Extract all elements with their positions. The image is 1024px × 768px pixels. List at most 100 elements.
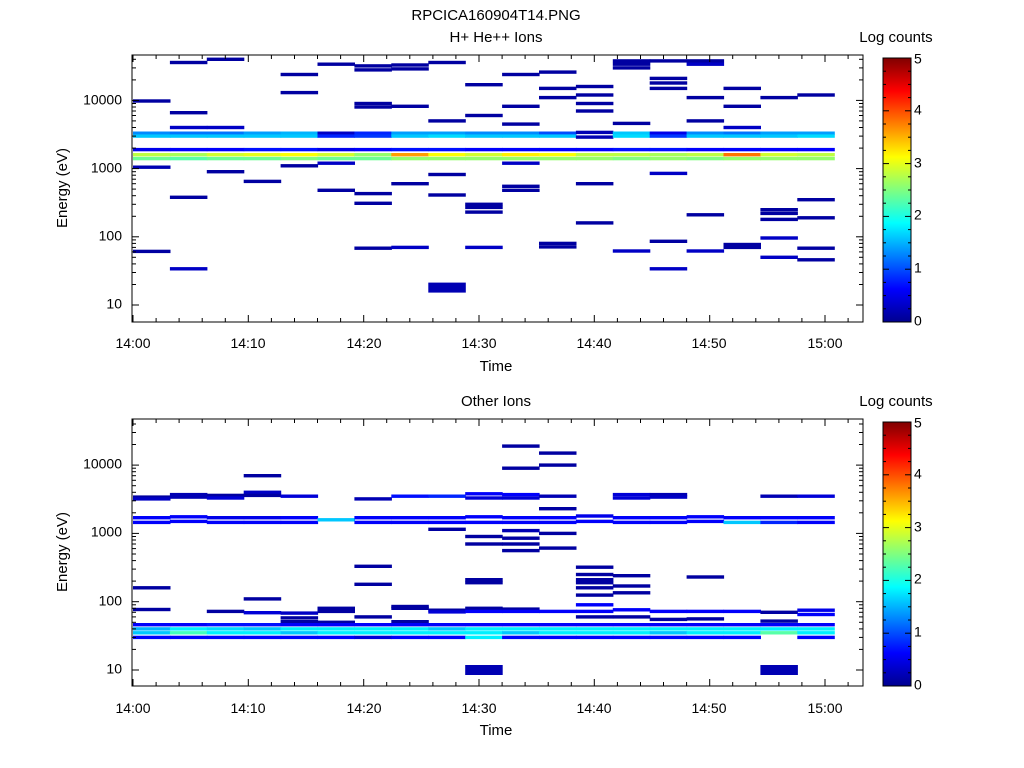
heatmap-cell (391, 494, 429, 498)
heatmap-cell (760, 516, 798, 520)
heatmap-cell (723, 245, 761, 250)
heatmap-cell (354, 615, 392, 619)
heatmap-cell (133, 516, 171, 520)
heatmap-cell (686, 249, 725, 253)
heatmap-cell (317, 609, 355, 614)
heatmap-cell (502, 623, 540, 627)
heatmap-cell (133, 134, 171, 138)
heatmap-cell (133, 147, 171, 152)
heatmap-cell (649, 495, 688, 499)
heatmap-cell (723, 516, 761, 520)
heatmap-cell (354, 147, 392, 152)
heatmap-cell (686, 617, 725, 621)
heatmap-cell (465, 542, 503, 546)
y-tick-label: 10 (106, 661, 122, 677)
heatmap-cell (797, 246, 835, 250)
heatmap-cell (206, 520, 245, 525)
heatmap-cell (243, 179, 282, 184)
heatmap-cell (686, 635, 725, 640)
heatmap-cell (391, 147, 429, 152)
heatmap-cell (575, 635, 614, 640)
heatmap-cell (169, 147, 208, 152)
heatmap-cell (502, 496, 540, 500)
heatmap-cell (575, 130, 614, 135)
heatmap-cell (280, 627, 319, 631)
heatmap-cell (797, 198, 835, 202)
heatmap-cell (428, 623, 466, 627)
heatmap-cell (612, 134, 651, 138)
heatmap-cell (280, 153, 319, 157)
heatmap-cell (243, 597, 282, 601)
heatmap-cell (354, 246, 392, 250)
heatmap-cell (760, 619, 798, 623)
heatmap-cell (243, 516, 282, 520)
heatmap-cell (243, 153, 282, 157)
heatmap-cell (428, 193, 466, 197)
heatmap-cell (465, 492, 503, 496)
heatmap-cell (391, 520, 429, 525)
x-axis: 14:00 14:10 14:20 14:30 14:40 14:50 15:0… (115, 419, 849, 716)
heatmap-cell (428, 635, 466, 640)
heatmap-cell (243, 627, 282, 631)
heatmap-cell (243, 631, 282, 635)
heatmap-cell (428, 153, 466, 157)
heatmap-cell (280, 631, 319, 635)
heatmap-cell (428, 631, 466, 635)
heatmap-cell (465, 515, 503, 519)
colorbar-tick-label: 0 (914, 677, 922, 693)
heatmap-cell (539, 147, 577, 152)
heatmap-cell (686, 631, 725, 635)
heatmap-cell (206, 57, 245, 61)
colorbar-tick-label: 3 (914, 519, 922, 535)
heatmap-cell (465, 665, 503, 675)
heatmap-cell (206, 623, 245, 627)
heatmap-cell (206, 627, 245, 631)
heatmap-cell (502, 184, 540, 188)
heatmap-cell (133, 153, 171, 157)
heatmap-cell (575, 572, 614, 577)
heatmap-cell (686, 153, 725, 157)
heatmap-cell (539, 70, 577, 74)
heatmap-cell (649, 59, 688, 63)
y-tick-label: 1000 (91, 160, 122, 176)
heatmap-cell (465, 131, 503, 135)
colorbar-tick-label: 2 (914, 571, 922, 587)
heatmap-cell (575, 156, 614, 161)
heatmap-cell (649, 492, 688, 497)
colorbar-tick-label: 2 (914, 207, 922, 223)
heatmap-cell (317, 188, 355, 192)
heatmap-cell (649, 617, 688, 622)
heatmap-cell (797, 631, 835, 635)
heatmap-cell (575, 221, 614, 225)
heatmap-cell (723, 635, 761, 640)
heatmap-cell (575, 93, 614, 97)
heatmap-cell (133, 131, 171, 135)
heatmap-cell (760, 610, 798, 614)
heatmap-cell (502, 466, 540, 470)
heatmap-cell (502, 131, 540, 135)
heatmap-cell (465, 609, 503, 614)
y-axis-label: Energy (eV) (54, 512, 71, 592)
heatmap-cell (649, 147, 688, 152)
heatmap-cell (428, 516, 466, 520)
heatmap-cell (465, 134, 503, 138)
heatmap-cell (502, 147, 540, 152)
x-tick-label: 14:50 (691, 335, 726, 351)
heatmap-cell (649, 631, 688, 635)
heatmap-cell (133, 495, 171, 499)
heatmap-cell (723, 156, 761, 161)
heatmap-cell (797, 147, 835, 152)
heatmap-cell (502, 492, 540, 497)
heatmap-cell (354, 191, 392, 196)
heatmap-cell (539, 153, 577, 157)
heatmap-cell (133, 520, 171, 525)
x-axis: 14:00 14:10 14:20 14:30 14:40 14:50 15:0… (115, 55, 849, 351)
heatmap-cell (133, 497, 171, 501)
colorbar-tick-label: 5 (914, 51, 922, 67)
heatmap-cell (502, 156, 540, 161)
heatmap-cell (280, 516, 319, 520)
colorbar-gradient (882, 57, 912, 323)
heatmap-cell (133, 635, 171, 640)
heatmap-cell (465, 147, 503, 152)
heatmap-cell (354, 623, 392, 627)
